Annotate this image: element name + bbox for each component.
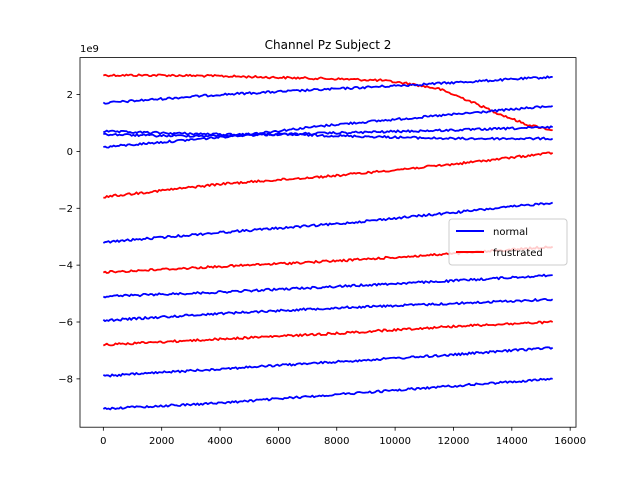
x-tick-label: 0 (100, 436, 106, 447)
x-tick-label: 8000 (324, 436, 349, 447)
series-line-normal-9 (102, 298, 554, 323)
y-tick-label: 0 (67, 147, 73, 158)
series-line-normal-4 (103, 125, 554, 138)
plot-area-frame (79, 57, 577, 428)
x-tick-label: 12000 (438, 436, 470, 447)
y-tick-label: 2 (67, 90, 73, 101)
x-tick-label: 16000 (554, 436, 586, 447)
plot-lines (102, 73, 554, 411)
x-tick-label: 14000 (496, 436, 528, 447)
series-line-normal-1 (102, 75, 553, 105)
y-tick-label: −8 (58, 374, 73, 385)
x-tick-label: 6000 (266, 436, 291, 447)
chart-title: Channel Pz Subject 2 (265, 38, 392, 52)
series-line-normal-6 (102, 201, 554, 244)
series-line-normal-3 (102, 129, 554, 141)
series-line-normal-11 (102, 346, 554, 378)
y-axis-ticks: −8 −6 −4 −2 0 2 (58, 90, 80, 385)
y-tick-label: −6 (58, 318, 73, 329)
y-tick-label: −4 (58, 261, 73, 272)
legend: normal frustrated (448, 218, 568, 266)
legend-label-normal: normal (493, 227, 528, 238)
x-tick-label: 4000 (207, 436, 232, 447)
y-tick-label: −2 (58, 204, 73, 215)
series-line-frustrated-10 (102, 320, 554, 347)
series-line-normal-12 (102, 377, 553, 411)
legend-label-frustrated: frustrated (493, 248, 543, 259)
x-tick-label: 10000 (379, 436, 411, 447)
y-scale-label: 1e9 (80, 44, 99, 55)
series-line-frustrated-0 (102, 73, 553, 132)
series-line-frustrated-5 (103, 151, 554, 199)
x-axis-ticks: 0 2000 4000 6000 8000 10000 12000 14000 16000 (100, 427, 586, 447)
x-tick-label: 2000 (149, 436, 174, 447)
series-line-normal-8 (102, 273, 553, 299)
series-line-normal-2 (103, 105, 553, 149)
